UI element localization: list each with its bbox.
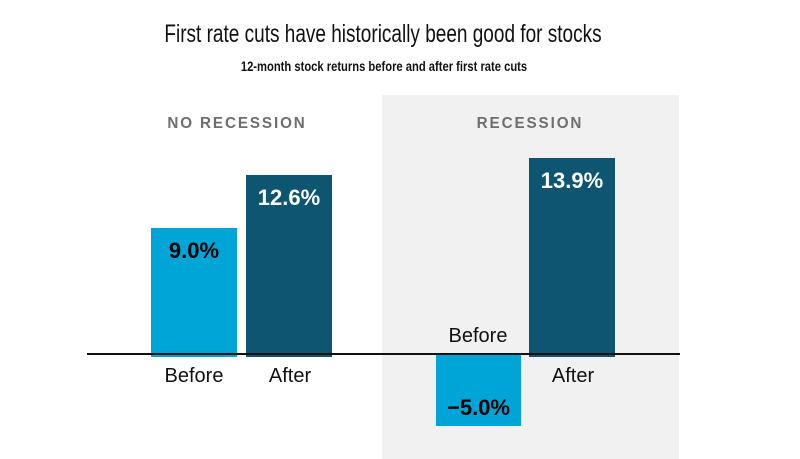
bar-no-recession-before: 9.0% (151, 228, 237, 357)
group-header-recession: RECESSION (476, 115, 584, 132)
category-label-recession-after: After (551, 365, 595, 387)
chart-subtitle: 12-month stock returns before and after … (240, 58, 528, 74)
bar-value-label: 12.6% (257, 185, 321, 210)
bar-recession-before: −5.0% (436, 355, 521, 426)
category-label-no-recession-after: After (268, 365, 312, 387)
bar-value-label: −5.0% (447, 395, 510, 420)
group-header-no-recession: NO RECESSION (167, 115, 307, 132)
bar-recession-after: 13.9% (529, 158, 615, 357)
category-label-no-recession-before: Before (164, 365, 224, 387)
chart-title: First rate cuts have historically been g… (164, 20, 602, 48)
category-label-recession-before: Before (448, 325, 508, 347)
bar-value-label: 13.9% (540, 168, 604, 193)
bar-value-label: 9.0% (168, 238, 220, 263)
bar-no-recession-after: 12.6% (246, 175, 332, 357)
zero-baseline-axis (87, 353, 680, 355)
